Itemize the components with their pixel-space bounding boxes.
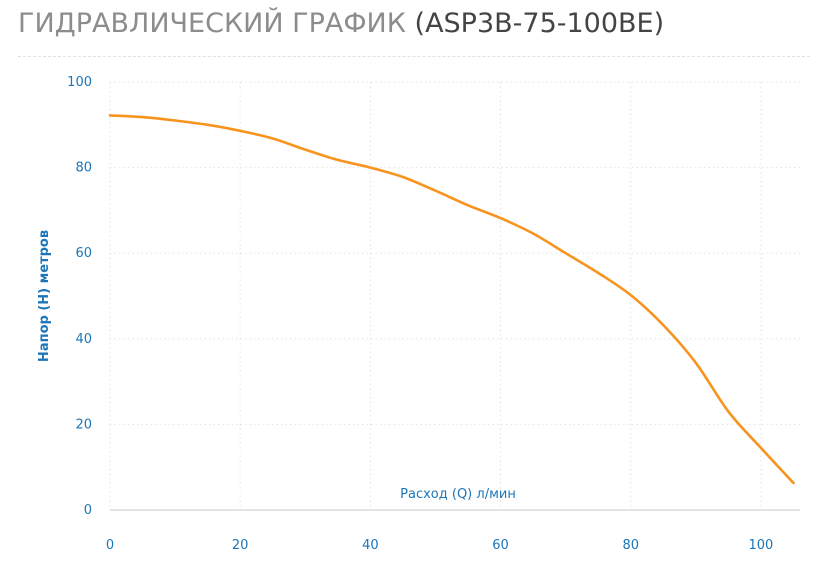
x-tick-label: 0 xyxy=(106,538,114,553)
y-tick-label: 80 xyxy=(75,161,92,176)
tick-labels: 0 20 40 60 80 100 0 20 40 60 80 100 xyxy=(67,75,773,553)
title-main: ГИДРАВЛИЧЕСКИЙ ГРАФИК xyxy=(18,8,406,39)
page-title: ГИДРАВЛИЧЕСКИЙ ГРАФИК (ASP3B-75-100BE) xyxy=(18,8,664,39)
x-tick-label: 40 xyxy=(362,538,379,553)
y-tick-label: 100 xyxy=(67,75,92,90)
x-axis-title: Расход (Q) л/мин xyxy=(400,487,516,502)
title-divider xyxy=(18,56,810,57)
x-tick-label: 20 xyxy=(232,538,249,553)
performance-curve xyxy=(108,114,795,485)
y-axis-title: Напор (H) метров xyxy=(37,230,52,362)
y-tick-label: 40 xyxy=(75,332,92,347)
y-tick-label: 60 xyxy=(75,246,92,261)
x-tick-label: 100 xyxy=(749,538,774,553)
grid xyxy=(109,81,800,511)
y-tick-label: 20 xyxy=(75,417,92,432)
y-tick-label: 0 xyxy=(84,503,92,518)
title-model: (ASP3B-75-100BE) xyxy=(414,8,665,39)
x-tick-label: 80 xyxy=(622,538,639,553)
x-tick-label: 60 xyxy=(492,538,509,553)
